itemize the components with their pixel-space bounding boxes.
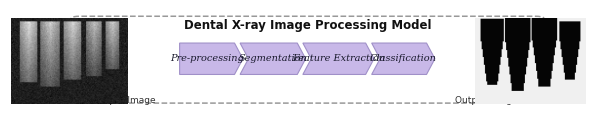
Polygon shape — [179, 43, 243, 74]
Text: Output Image: Output Image — [455, 96, 518, 105]
Text: Segmentation: Segmentation — [238, 54, 307, 63]
Text: Dental X-ray Image Processing Model: Dental X-ray Image Processing Model — [184, 19, 431, 32]
Text: Feature Extraction: Feature Extraction — [292, 54, 385, 63]
Text: Input Image: Input Image — [101, 96, 156, 105]
Polygon shape — [240, 43, 305, 74]
Text: Classification: Classification — [370, 54, 437, 63]
Text: Pre-processing: Pre-processing — [170, 54, 244, 63]
Polygon shape — [303, 43, 374, 74]
Polygon shape — [371, 43, 435, 74]
